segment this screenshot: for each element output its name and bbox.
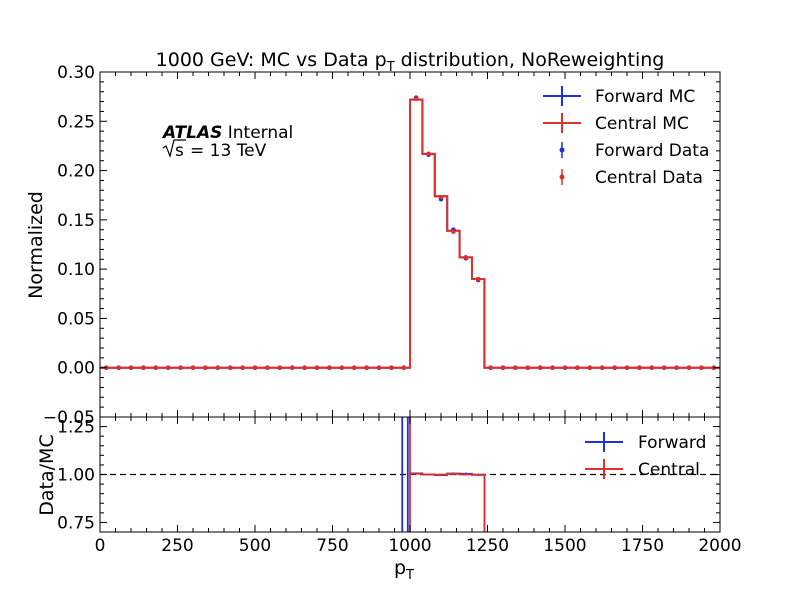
x-tick-label: 1250 <box>466 536 509 556</box>
data-point <box>401 365 407 371</box>
data-point <box>550 365 555 371</box>
bottom-y-axis-label: Data/MC <box>36 434 58 515</box>
top-y-tick-label: 0.10 <box>57 260 95 280</box>
ratio-line <box>410 472 486 532</box>
top-y-tick-label: 0.15 <box>57 211 95 231</box>
data-point <box>351 365 357 371</box>
x-tick-label: 0 <box>95 536 106 556</box>
data-point <box>203 365 208 371</box>
data-point <box>475 276 481 282</box>
data-point <box>587 365 593 371</box>
x-tick-label: 500 <box>239 536 271 556</box>
legend-label: Central MC <box>595 114 689 134</box>
data-point <box>413 96 419 101</box>
data-point <box>153 365 159 371</box>
data-point <box>178 365 183 371</box>
legend-label: Forward Data <box>595 141 709 161</box>
x-tick-label: 1500 <box>543 536 586 556</box>
x-axis-label: pT <box>394 557 414 583</box>
top-y-axis-label: Normalized <box>25 191 47 299</box>
ratio-legend-label: Central <box>638 460 700 480</box>
ratio-plot-panel: 0 250 500 750 1000 1250 1500 1750 2000 0.75 1.00 1.… <box>57 416 742 556</box>
data-point <box>438 194 444 200</box>
data-point <box>327 365 332 371</box>
data-point <box>116 365 121 371</box>
data-point <box>128 365 134 371</box>
legend-point-marker <box>559 147 565 153</box>
data-point <box>314 365 320 371</box>
top-y-tick-label: −0.05 <box>43 408 95 428</box>
data-point <box>537 365 543 371</box>
legend-point-marker <box>559 174 565 180</box>
data-point <box>525 365 531 371</box>
data-point <box>215 365 221 371</box>
top-y-tick-label: 0.30 <box>57 63 95 83</box>
top-y-tick-label: 0.25 <box>57 112 95 132</box>
data-point <box>699 365 704 371</box>
data-point <box>339 365 345 371</box>
data-point <box>426 151 431 157</box>
bottom-y-tick-label: 1.00 <box>57 466 95 486</box>
data-point <box>252 365 258 371</box>
data-point <box>240 365 245 371</box>
data-point <box>277 365 283 371</box>
data-point <box>612 365 617 371</box>
x-tick-label: 250 <box>161 536 193 556</box>
data-point <box>302 365 307 371</box>
energy-label: s = 13 TeV <box>162 139 267 161</box>
legend-label: Forward MC <box>595 87 695 107</box>
top-y-tick-label: 0.00 <box>57 359 95 379</box>
data-point <box>389 365 394 371</box>
data-point <box>500 365 506 371</box>
x-tick-label: 750 <box>316 536 348 556</box>
ratio-line <box>410 472 486 532</box>
data-point <box>637 365 642 371</box>
data-point <box>463 255 469 260</box>
top-y-tick-label: 0.05 <box>57 309 95 329</box>
data-point <box>624 365 630 371</box>
data-point <box>575 365 580 371</box>
data-point <box>364 365 369 371</box>
x-tick-label: 2000 <box>698 536 741 556</box>
data-point <box>649 365 655 371</box>
atlas-label: ATLAS Internal <box>161 123 293 143</box>
data-point <box>451 229 456 234</box>
top-y-tick-label: 0.20 <box>57 162 95 182</box>
data-point <box>265 365 270 371</box>
main-legend: Forward MC Central MC Forward Data Central … <box>543 86 709 188</box>
data-point <box>376 365 382 371</box>
bottom-y-tick-label: 1.25 <box>57 418 95 438</box>
data-point <box>661 365 667 371</box>
data-point <box>513 365 518 371</box>
data-point <box>674 365 679 371</box>
ratio-legend: Forward Central <box>585 432 706 480</box>
data-point <box>289 365 295 371</box>
data-point <box>488 365 493 371</box>
data-point <box>190 365 196 371</box>
x-tick-label: 1000 <box>388 536 431 556</box>
energy-value: = 13 TeV <box>190 141 267 161</box>
data-point <box>227 365 233 371</box>
data-point <box>686 365 692 371</box>
x-tick-label: 1750 <box>621 536 664 556</box>
ratio-legend-label: Forward <box>638 433 706 453</box>
bottom-y-tick-label: 0.75 <box>57 513 95 533</box>
data-point <box>599 365 605 371</box>
legend-label: Central Data <box>595 168 703 188</box>
chart-title: 1000 GeV: MC vs Data pT distribution, No… <box>156 49 665 75</box>
data-point <box>165 365 171 371</box>
data-point <box>562 365 568 371</box>
sqrt-symbol <box>162 139 186 158</box>
energy-symbol: s <box>175 141 184 161</box>
data-point <box>141 365 146 371</box>
